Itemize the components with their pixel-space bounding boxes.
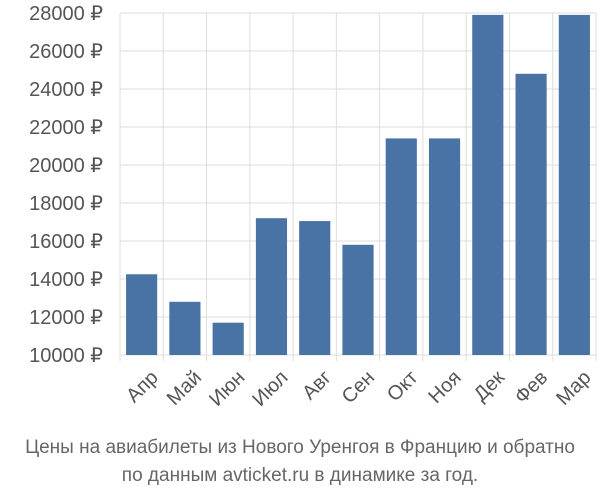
bar: [169, 301, 201, 355]
x-tick-label: Июн: [205, 367, 249, 411]
bar: [428, 138, 461, 355]
x-tick-label: Апр: [122, 367, 163, 408]
bar: [299, 221, 331, 355]
bars: [126, 14, 590, 356]
x-axis-tick-labels: Апр Май Июн Июл Авг Сен Окт Ноя Дек Фев Мар: [122, 366, 595, 410]
y-tick-label: 18000 ₽: [29, 193, 103, 215]
bar-chart: 10000 ₽ 12000 ₽ 14000 ₽ 16000 ₽ 18000 ₽ 20000…: [29, 3, 597, 411]
x-tick-label: Окт: [383, 367, 422, 406]
y-tick-label: 22000 ₽: [29, 117, 103, 139]
y-tick-label: 12000 ₽: [29, 307, 103, 329]
x-tick-label: Мар: [552, 367, 595, 410]
bar: [212, 322, 244, 355]
x-tick-label: Май: [163, 367, 206, 410]
y-tick-label: 20000 ₽: [29, 155, 103, 177]
bar: [385, 138, 417, 355]
y-tick-label: 28000 ₽: [29, 3, 103, 25]
y-tick-label: 14000 ₽: [29, 269, 103, 291]
x-tick-label: Фев: [511, 367, 553, 409]
bar: [515, 73, 547, 356]
caption-line-1: Цены на авиабилеты из Нового Уренгоя в Ф…: [25, 437, 575, 458]
y-tick-label: 24000 ₽: [29, 79, 103, 101]
x-tick-label: Авг: [298, 367, 336, 405]
x-tick-label: Сен: [338, 367, 379, 408]
bar: [126, 274, 158, 355]
bar: [255, 218, 288, 355]
x-tick-label: Дек: [470, 366, 509, 405]
x-tick-label: Июл: [248, 367, 292, 411]
y-tick-label: 26000 ₽: [29, 41, 103, 63]
y-tick-label: 10000 ₽: [29, 345, 103, 367]
y-axis-tick-labels: 10000 ₽ 12000 ₽ 14000 ₽ 16000 ₽ 18000 ₽ 20000…: [29, 3, 103, 367]
bar: [342, 244, 374, 355]
gridlines: [119, 12, 597, 361]
caption-line-2: по данным avticket.ru в динамике за год.: [121, 465, 479, 486]
bar: [472, 14, 504, 356]
bar: [558, 14, 590, 356]
x-tick-label: Ноя: [424, 367, 465, 408]
y-tick-label: 16000 ₽: [29, 231, 103, 253]
